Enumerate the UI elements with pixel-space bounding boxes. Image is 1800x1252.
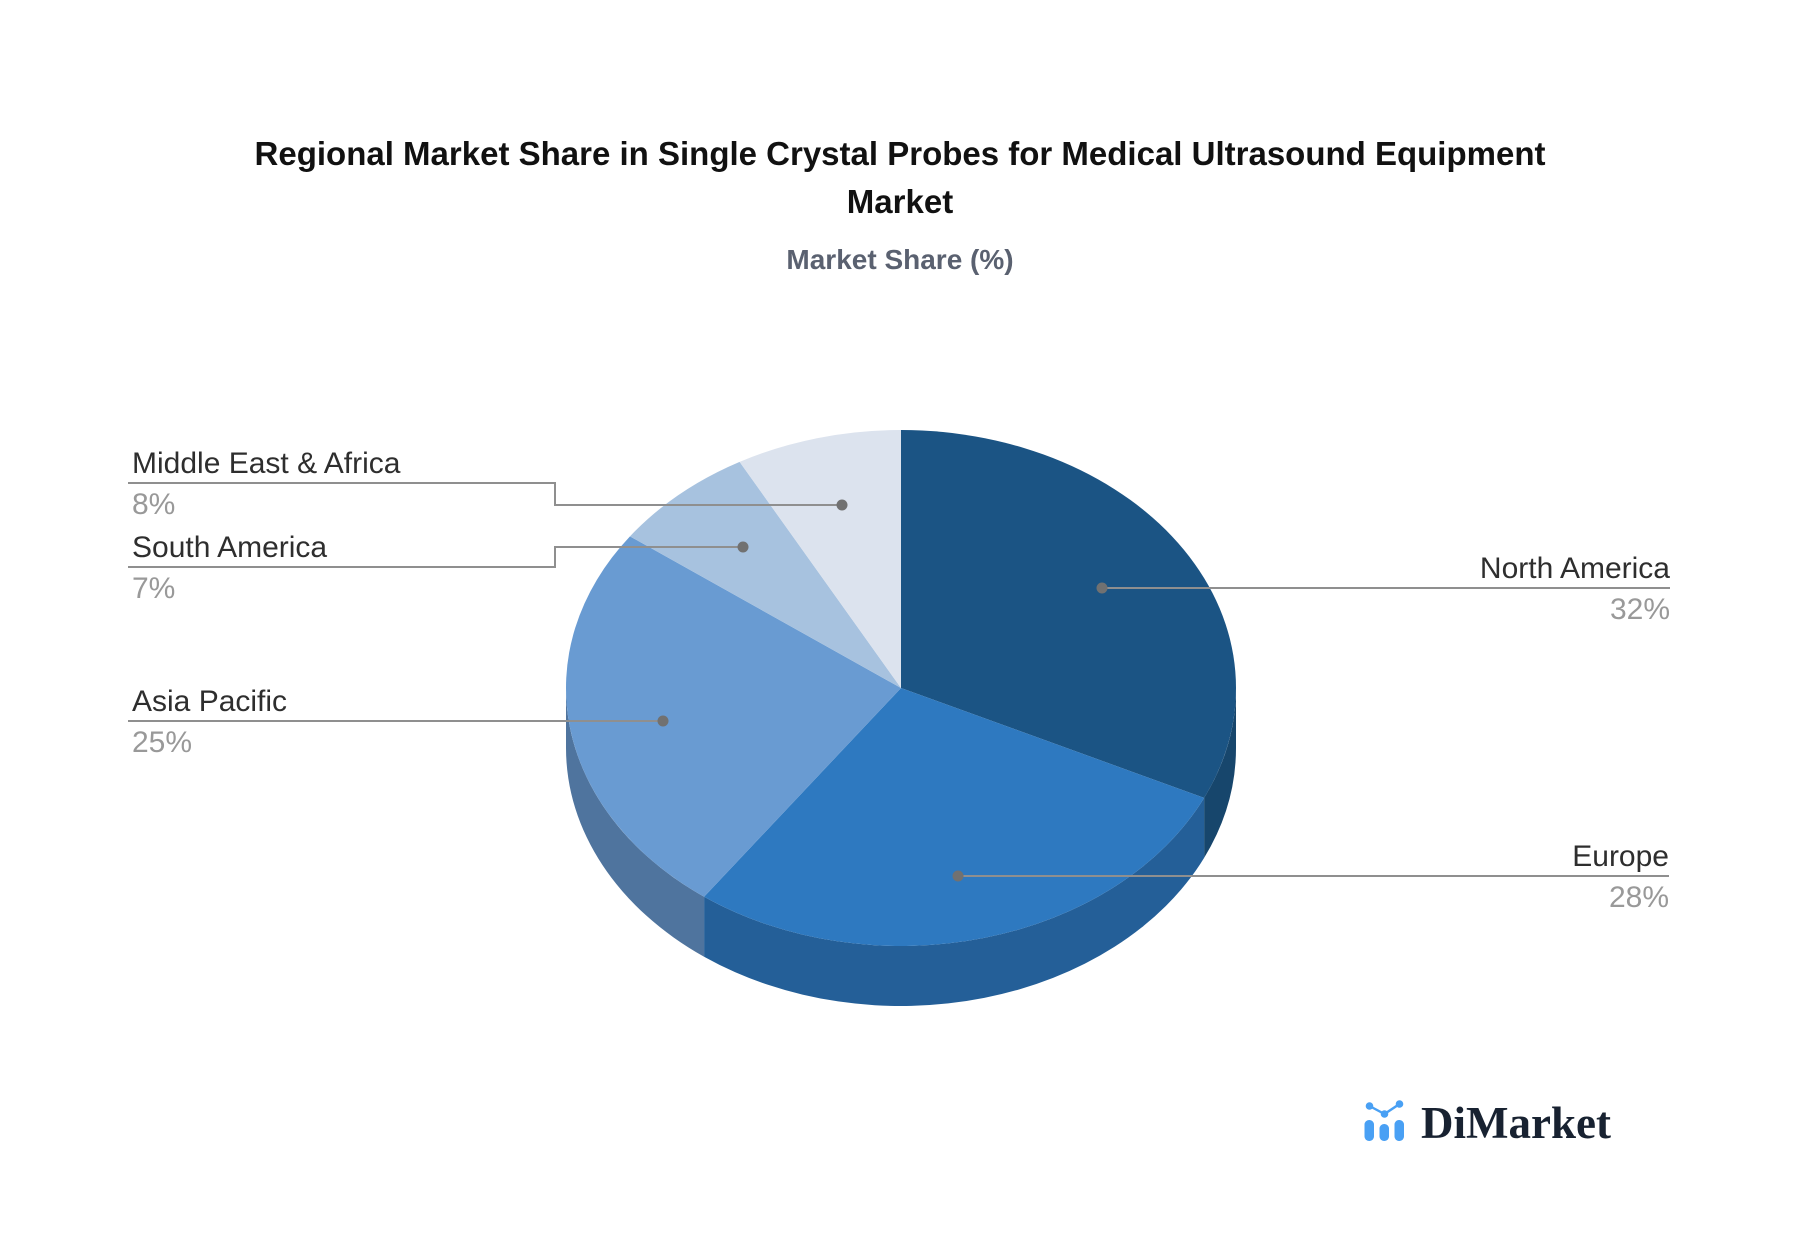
leader-dot-asia-pacific xyxy=(657,715,669,727)
leader-line-middle-east-africa xyxy=(128,482,842,506)
pie-slice-south-america[interactable] xyxy=(629,461,901,688)
slice-label-europe: Europe xyxy=(1572,840,1669,873)
pie-slice-asia-pacific[interactable] xyxy=(565,536,901,897)
leader-dot-middle-east-africa xyxy=(836,499,848,511)
dimarket-logo: DiMarket xyxy=(1363,1100,1611,1146)
leader-dot-south-america xyxy=(737,541,749,553)
chart-title-line1: Regional Market Share in Single Crystal … xyxy=(254,135,1546,172)
pie-slice-side-asia-pacific[interactable] xyxy=(565,688,705,957)
pie-slice-side-north-america[interactable] xyxy=(1204,688,1236,858)
slice-label-asia-pacific: Asia Pacific xyxy=(132,685,288,718)
slice-pct-asia-pacific: 25% xyxy=(132,726,193,759)
slice-label-north-america: North America xyxy=(1479,552,1670,585)
leader-dot-europe xyxy=(952,870,964,882)
dimarket-logo-text: DiMarket xyxy=(1421,1098,1611,1148)
slice-pct-middle-east-africa: 8% xyxy=(132,488,176,521)
chart-subtitle: Market Share (%) xyxy=(786,244,1014,275)
pie-slice-side-europe[interactable] xyxy=(704,797,1205,1007)
chart-title-line2: Market xyxy=(846,183,954,220)
slice-pct-north-america: 32% xyxy=(1609,593,1670,626)
pie-slice-europe[interactable] xyxy=(704,688,1205,947)
leader-line-south-america xyxy=(128,546,743,568)
chart-title: Regional Market Share in Single Crystal … xyxy=(0,130,1800,226)
bar-line-chart-icon xyxy=(1364,1100,1404,1141)
slice-label-south-america: South America xyxy=(132,531,328,564)
pie-slice-north-america[interactable] xyxy=(901,430,1237,798)
slice-pct-south-america: 7% xyxy=(132,572,176,605)
slice-pct-europe: 28% xyxy=(1608,881,1669,914)
slice-label-middle-east-africa: Middle East & Africa xyxy=(132,447,401,480)
leader-dot-north-america xyxy=(1096,582,1108,594)
pie-slice-middle-east-africa[interactable] xyxy=(739,430,901,688)
